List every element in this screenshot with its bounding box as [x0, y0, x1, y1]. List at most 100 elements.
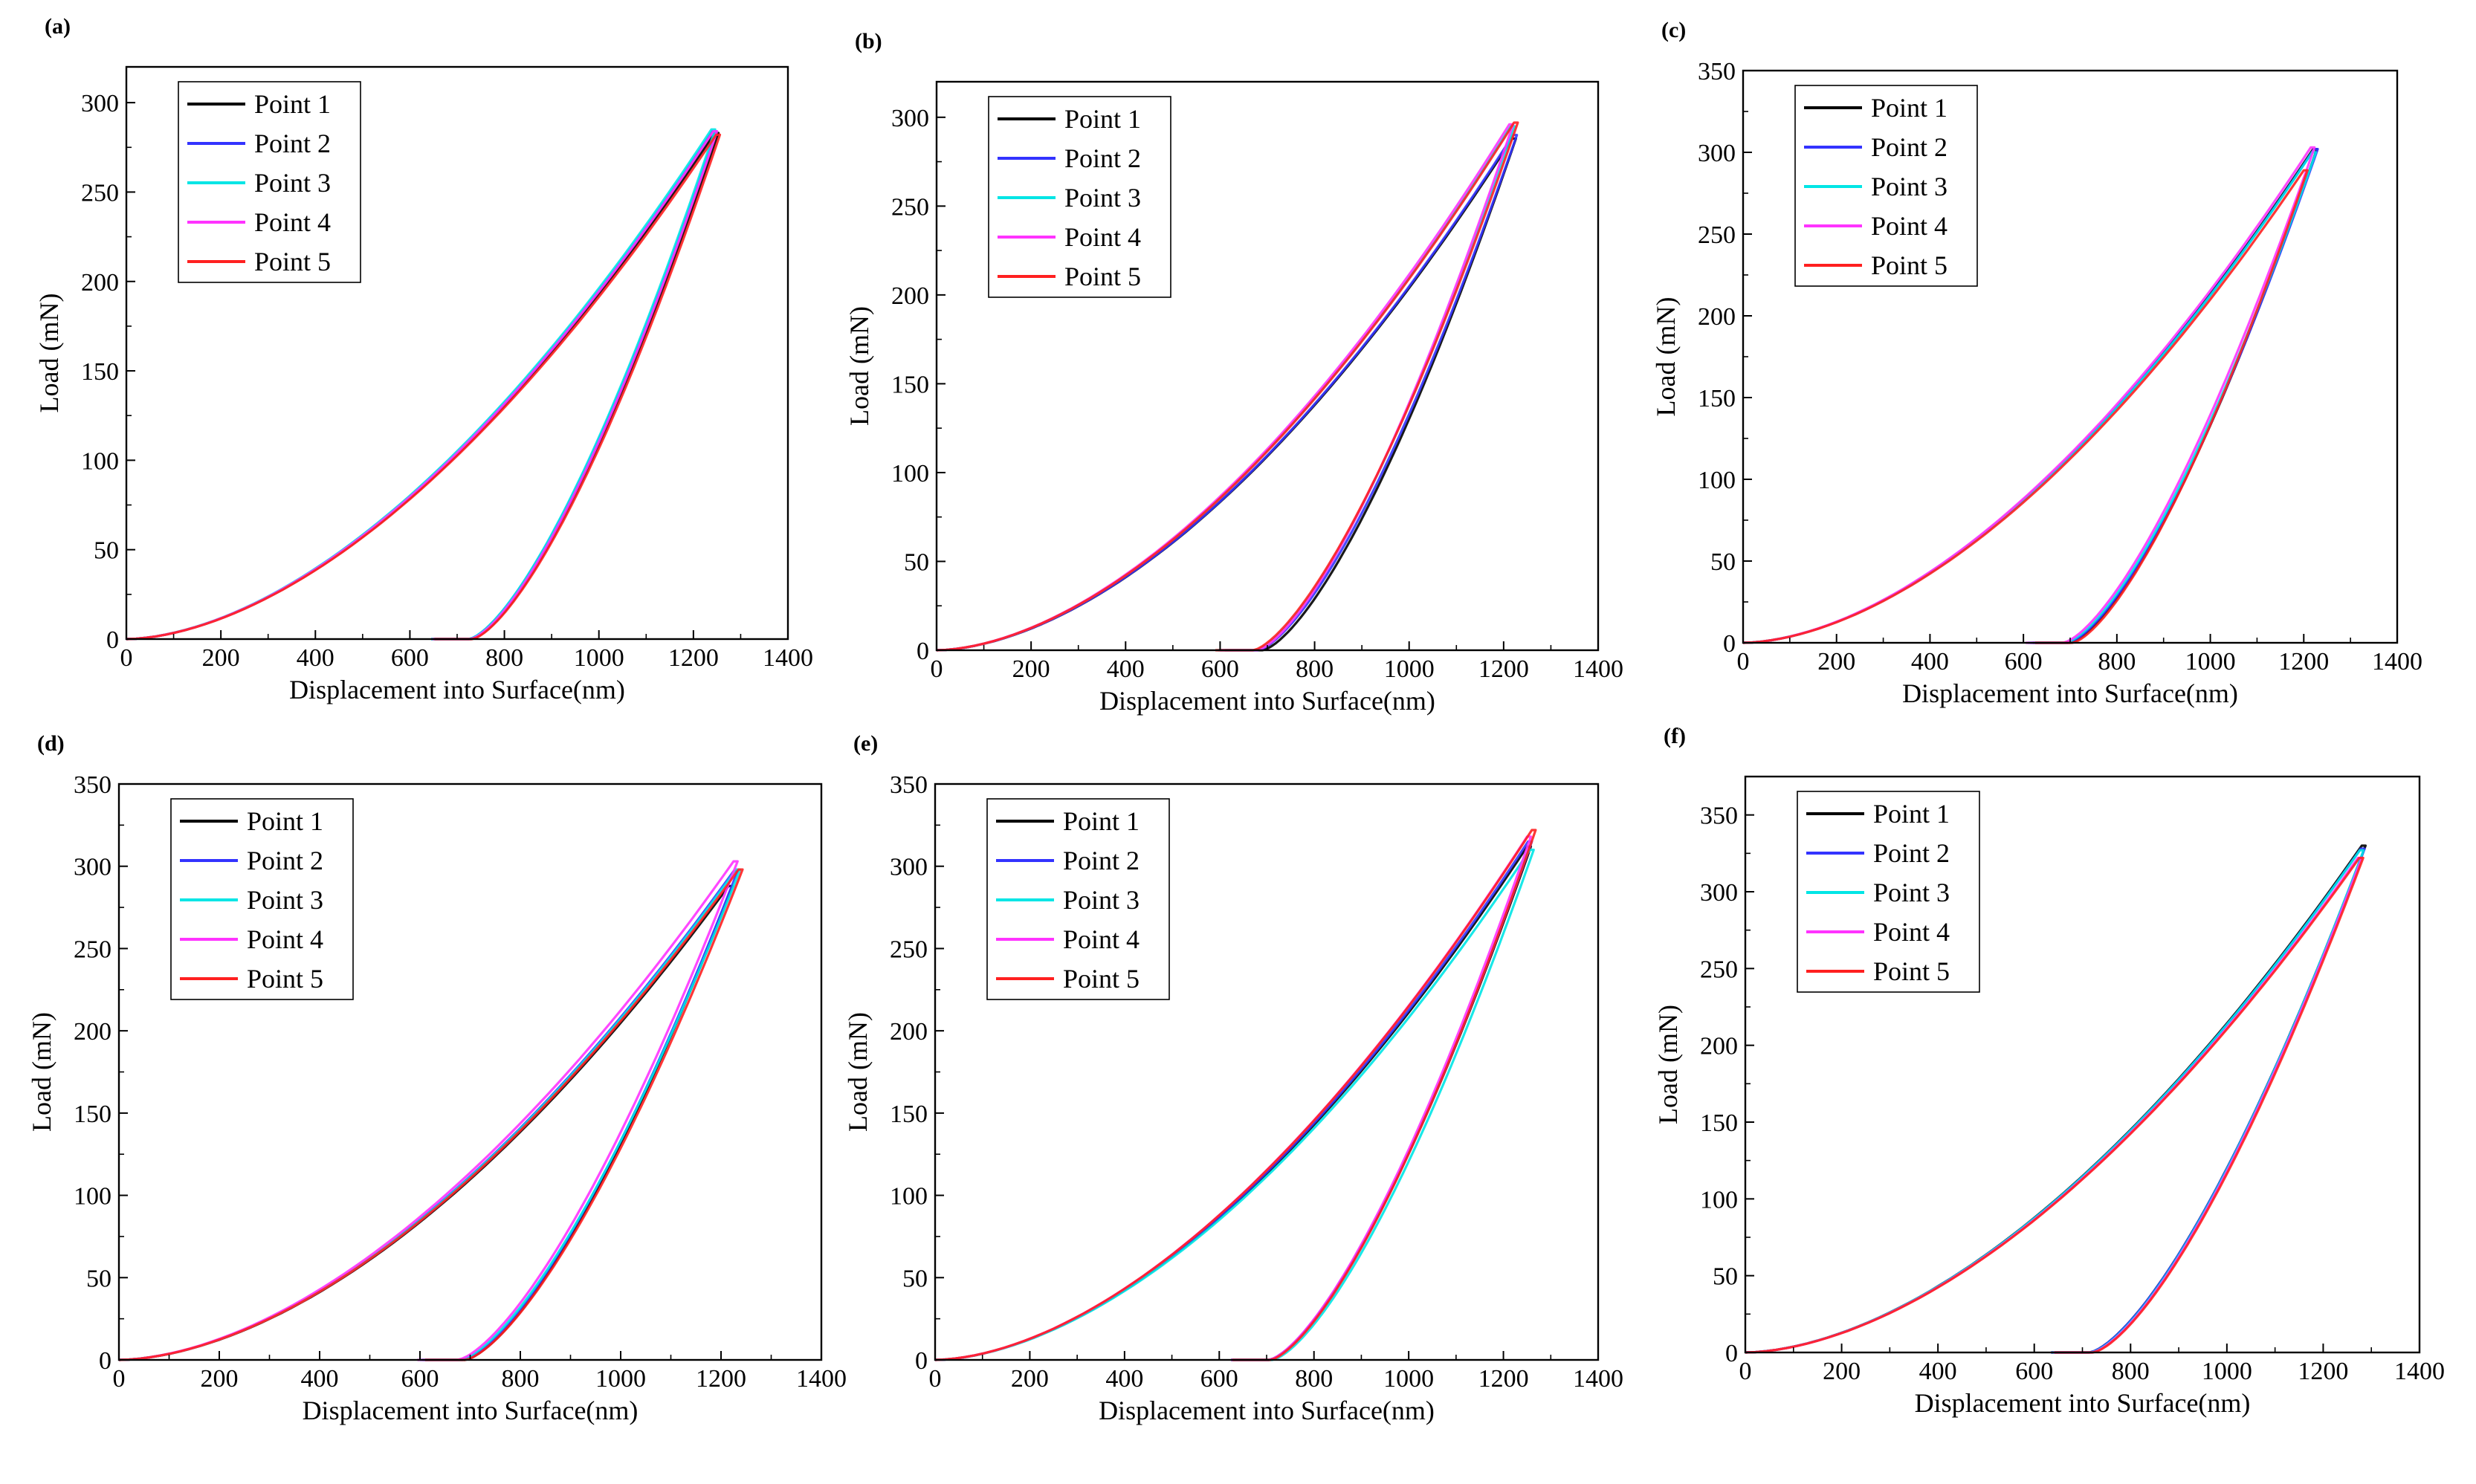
x-tick-label: 600 [391, 644, 429, 672]
y-tick-label: 250 [890, 936, 928, 963]
y-axis-label: Load (mN) [1651, 297, 1681, 417]
series-line-point-5 [118, 868, 744, 1361]
x-axis-label: Displacement into Surface(nm) [1915, 1388, 2251, 1418]
y-tick-label: 150 [1698, 385, 1736, 412]
x-axis-label: Displacement into Surface(nm) [289, 675, 625, 704]
legend-label: Point 3 [1871, 172, 1947, 201]
y-tick-label: 100 [81, 447, 119, 475]
y-tick-label: 300 [1700, 879, 1738, 907]
y-tick-label: 200 [74, 1018, 111, 1046]
x-tick-label: 0 [120, 644, 133, 672]
y-tick-label: 200 [1698, 303, 1736, 331]
legend-label: Point 2 [254, 129, 331, 158]
x-tick-label: 200 [1823, 1358, 1861, 1385]
x-axis: 0 200 400 600 800 1000 1200 1400 [1737, 634, 2422, 675]
x-tick-label: 400 [297, 644, 334, 672]
y-axis-label: Load (mN) [844, 306, 874, 426]
series-line-point-5 [1745, 856, 2365, 1354]
x-tick-label: 1200 [2298, 1358, 2348, 1385]
curves [1745, 844, 2367, 1354]
legend-label: Point 1 [1064, 104, 1141, 134]
y-tick-label: 0 [106, 626, 119, 654]
x-tick-label: 0 [1739, 1358, 1752, 1385]
y-tick-label: 250 [1700, 956, 1738, 983]
y-tick-label: 200 [1700, 1033, 1738, 1060]
chart-svg: (a) 0 200 400 600 800 1000 1200 1400 0 50 100 150 200… [34, 14, 813, 704]
y-tick-label: 50 [904, 548, 929, 576]
x-tick-label: 1000 [1383, 1365, 1434, 1393]
legend: Point 1 Point 2 Point 3 Point 4 Point 5 [170, 798, 354, 1000]
x-tick-label: 200 [1011, 1365, 1049, 1393]
legend-label: Point 5 [1064, 262, 1141, 291]
x-axis-label: Displacement into Surface(nm) [1099, 1396, 1435, 1425]
legend-label: Point 4 [247, 924, 323, 954]
y-tick-label: 300 [1698, 140, 1736, 167]
panel-a: (a) 0 200 400 600 800 1000 1200 1400 0 50 100 150 200… [0, 0, 825, 742]
x-tick-label: 800 [502, 1365, 540, 1393]
x-tick-label: 1200 [696, 1365, 746, 1393]
y-axis: 0 50 100 150 200 250 300 350 [890, 771, 944, 1375]
legend-label: Point 4 [1873, 917, 1950, 947]
x-tick-label: 200 [202, 644, 240, 672]
y-tick-label: 100 [890, 1183, 928, 1211]
y-tick-label: 100 [891, 460, 929, 487]
legend: Point 1 Point 2 Point 3 Point 4 Point 5 [986, 798, 1170, 1000]
x-tick-label: 1400 [796, 1365, 847, 1393]
x-tick-label: 400 [1105, 1365, 1143, 1393]
y-tick-label: 200 [81, 269, 119, 297]
x-tick-label: 800 [485, 644, 523, 672]
legend: Point 1 Point 2 Point 3 Point 4 Point 5 [988, 96, 1171, 298]
x-tick-label: 0 [929, 1365, 942, 1393]
x-tick-label: 1000 [2202, 1358, 2252, 1385]
x-tick-label: 1400 [1573, 655, 1623, 683]
y-tick-label: 300 [891, 105, 929, 132]
y-tick-label: 150 [890, 1101, 928, 1128]
legend-label: Point 4 [1871, 211, 1947, 241]
y-tick-label: 50 [1710, 548, 1736, 576]
y-axis-label: Load (mN) [1653, 1005, 1683, 1124]
y-tick-label: 300 [81, 90, 119, 117]
x-tick-label: 200 [201, 1365, 239, 1393]
chart-svg: (d) 0 200 400 600 800 1000 1200 1400 0 50 100 150 200… [27, 731, 847, 1425]
curves [934, 829, 1537, 1361]
x-tick-label: 400 [1919, 1358, 1957, 1385]
series-line-point-4 [118, 860, 739, 1361]
x-axis: 0 200 400 600 800 1000 1200 1400 [120, 630, 813, 672]
y-tick-label: 250 [81, 179, 119, 207]
x-axis-label: Displacement into Surface(nm) [1902, 678, 2238, 708]
x-axis: 0 200 400 600 800 1000 1200 1400 [931, 641, 1623, 683]
y-tick-label: 350 [1700, 803, 1738, 830]
y-tick-label: 300 [74, 854, 111, 881]
chart-svg: (b) 0 200 400 600 800 1000 1200 1400 0 50 100 150 200… [844, 29, 1623, 716]
y-tick-label: 0 [1723, 630, 1736, 658]
y-tick-label: 150 [81, 358, 119, 386]
y-axis: 0 50 100 150 200 250 300 350 [74, 771, 128, 1375]
x-tick-label: 1200 [668, 644, 719, 672]
series-line-point-3 [934, 849, 1535, 1361]
y-tick-label: 50 [86, 1265, 111, 1292]
x-axis: 0 200 400 600 800 1000 1200 1400 [1739, 1344, 2445, 1385]
legend-label: Point 4 [1063, 924, 1140, 954]
legend-label: Point 3 [1063, 885, 1140, 915]
legend-label: Point 2 [1064, 143, 1141, 173]
panel-d: (d) 0 200 400 600 800 1000 1200 1400 0 50 100 150 200… [0, 731, 847, 1483]
x-tick-label: 800 [2112, 1358, 2150, 1385]
y-tick-label: 300 [890, 854, 928, 881]
legend: Point 1 Point 2 Point 3 Point 4 Point 5 [178, 81, 361, 283]
x-axis: 0 200 400 600 800 1000 1200 1400 [929, 1351, 1623, 1393]
x-tick-label: 1000 [595, 1365, 646, 1393]
series-line-point-5 [126, 133, 722, 641]
legend-label: Point 4 [254, 207, 331, 237]
y-tick-label: 150 [891, 371, 929, 398]
y-tick-label: 50 [94, 537, 119, 565]
x-tick-label: 600 [1201, 655, 1239, 683]
legend-label: Point 1 [1871, 93, 1947, 123]
chart-svg: (c) 0 200 400 600 800 1000 1200 1400 0 50 100 150 200… [1651, 18, 2422, 708]
legend: Point 1 Point 2 Point 3 Point 4 Point 5 [1794, 85, 1978, 287]
y-tick-label: 150 [1700, 1109, 1738, 1137]
y-tick-label: 100 [1700, 1186, 1738, 1214]
curves [118, 860, 744, 1361]
series-line-point-5 [934, 829, 1537, 1361]
legend-label: Point 2 [1871, 132, 1947, 162]
series-line-point-5 [936, 121, 1519, 652]
